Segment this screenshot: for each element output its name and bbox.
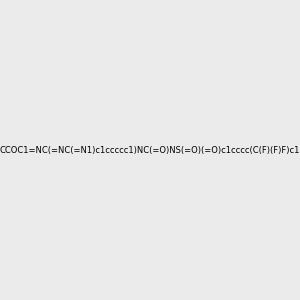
Text: CCOC1=NC(=NC(=N1)c1ccccc1)NC(=O)NS(=O)(=O)c1cccc(C(F)(F)F)c1: CCOC1=NC(=NC(=N1)c1ccccc1)NC(=O)NS(=O)(=… [0,146,300,154]
